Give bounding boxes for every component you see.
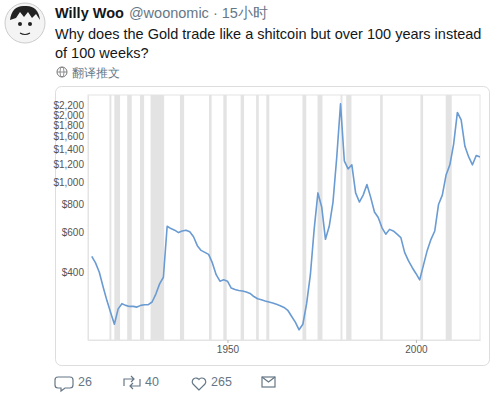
reply-button[interactable]: [55, 377, 73, 391]
y-tick: $800: [62, 199, 88, 210]
y-tick-label: $1,400: [53, 144, 84, 155]
author-name[interactable]: Willy Woo: [55, 5, 124, 21]
x-tick: 2000: [405, 340, 428, 355]
avatar-hair: [10, 6, 40, 20]
shaded-period: [127, 95, 132, 340]
x-axis: 1950 2000: [89, 340, 481, 355]
y-tick-label: $1,800: [53, 120, 84, 131]
like-button[interactable]: [192, 378, 206, 390]
tweet-header: Willy Woo @woonomic · 15小时: [55, 4, 268, 23]
tick-mark: [227, 340, 228, 343]
y-axis: $400 $600 $800 $1,000 $1,200 $1,400 $1,600$1,8…: [53, 96, 88, 341]
globe-equator: [57, 72, 67, 73]
share-button[interactable]: [262, 377, 275, 387]
y-tick-label: $600: [62, 227, 85, 238]
translate-link[interactable]: 翻译推文: [72, 65, 120, 82]
avatar-bg: [5, 3, 45, 43]
avatar-eye: [18, 22, 22, 26]
shaded-period: [180, 95, 184, 340]
axis-line: [88, 96, 89, 341]
y-tick-label: $2,200: [53, 100, 84, 111]
shaded-period: [241, 95, 244, 340]
shaded-period: [151, 95, 165, 340]
reply-count: 26: [78, 375, 92, 389]
share-icon-flap: [262, 377, 275, 382]
axis-line: [89, 340, 481, 341]
y-tick-label: $1,000: [53, 177, 84, 188]
chart-card: [56, 87, 490, 366]
shaded-period: [302, 95, 306, 340]
shaded-period: [256, 95, 259, 340]
y-tick: $600: [62, 227, 88, 238]
y-tick-label: $1,600: [53, 131, 84, 142]
translate-icon[interactable]: [57, 67, 67, 77]
y-tick: $1,800: [53, 120, 88, 131]
avatar-mouth: [20, 33, 30, 35]
tweet-text: Why does the Gold trade like a shitcoin …: [55, 25, 493, 63]
x-tick-label: 1950: [217, 344, 240, 355]
share-icon: [262, 377, 275, 387]
shaded-period: [318, 95, 323, 340]
like-icon: [192, 378, 206, 390]
plot-frame: [88, 95, 480, 340]
shaded-period: [346, 95, 351, 340]
like-count: 265: [211, 375, 232, 389]
y-tick: $1,600: [53, 131, 88, 142]
y-tick-label: $400: [62, 267, 85, 278]
shaded-period: [209, 95, 212, 340]
avatar[interactable]: [5, 3, 45, 43]
shaded-period: [140, 95, 144, 340]
x-tick: 1950: [217, 340, 240, 355]
shaded-period: [446, 95, 452, 340]
y-tick-label: $800: [62, 199, 85, 210]
shaded-period: [114, 95, 120, 340]
price-line: [92, 104, 480, 330]
y-tick: $1,200: [53, 159, 88, 170]
avatar-eye: [28, 22, 32, 26]
author-byline[interactable]: @woonomic · 15小时: [129, 5, 268, 21]
shaded-period: [380, 95, 383, 340]
retweet-count: 40: [145, 375, 159, 389]
shaded-period: [109, 95, 111, 340]
shaded-period: [223, 95, 226, 340]
shaded-period: [266, 95, 269, 340]
reply-icon: [55, 377, 73, 391]
y-tick: $400: [62, 267, 88, 278]
x-tick-label: 2000: [405, 344, 428, 355]
globe: [57, 67, 67, 77]
shaded-period: [420, 95, 423, 340]
y-tick: $1,000: [53, 177, 88, 188]
y-tick: $2,200: [53, 100, 88, 111]
tick-mark: [416, 340, 417, 343]
plot-area: [92, 95, 480, 340]
retweet-button[interactable]: [124, 376, 140, 389]
retweet-icon: [124, 376, 140, 389]
y-tick: $1,400: [53, 144, 88, 155]
y-tick-label: $1,200: [53, 159, 84, 170]
